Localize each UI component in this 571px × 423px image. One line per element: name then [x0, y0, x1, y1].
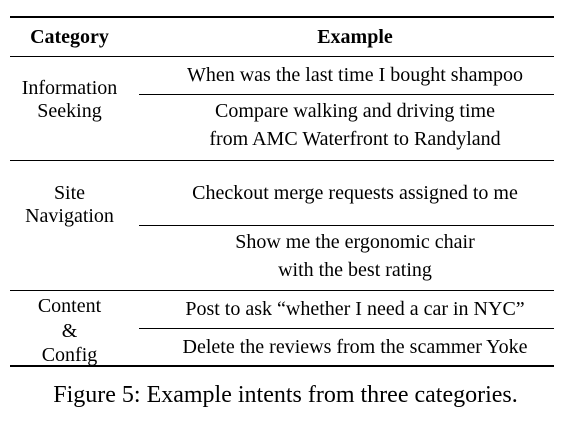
example-ergonomic-chair-line2: with the best rating — [278, 259, 432, 281]
category-content-config-line3: Config — [41, 344, 98, 366]
example-ergonomic-chair-line1: Show me the ergonomic chair — [235, 231, 475, 253]
category-information-seeking-line2: Seeking — [37, 100, 102, 122]
header-category: Category — [30, 26, 109, 48]
example-post-car-nyc: Post to ask “whether I need a car in NYC… — [185, 298, 525, 320]
header-rule — [10, 56, 554, 57]
example-shampoo: When was the last time I bought shampoo — [186, 64, 524, 86]
group1-bottom-rule — [10, 160, 554, 161]
category-site-navigation-line2: Navigation — [25, 205, 114, 227]
category-information-seeking-line1: Information — [21, 77, 118, 99]
group2-inner-rule — [139, 225, 554, 226]
group2-bottom-rule — [10, 290, 554, 291]
header-example: Example — [317, 26, 393, 48]
category-site-navigation-line1: Site — [53, 182, 86, 204]
group1-inner-rule — [139, 94, 554, 95]
example-compare-walking-line2: from AMC Waterfront to Randyland — [209, 128, 501, 150]
category-content-config-line1: Content — [37, 295, 102, 317]
top-rule — [10, 16, 554, 18]
example-merge-requests: Checkout merge requests assigned to me — [192, 182, 518, 204]
category-content-config-line2: & — [61, 320, 78, 342]
example-compare-walking-line1: Compare walking and driving time — [215, 100, 495, 122]
bottom-rule — [10, 365, 554, 367]
group3-inner-rule — [139, 328, 554, 329]
example-delete-reviews: Delete the reviews from the scammer Yoke — [182, 336, 528, 358]
figure-caption: Figure 5: Example intents from three cat… — [53, 382, 518, 408]
